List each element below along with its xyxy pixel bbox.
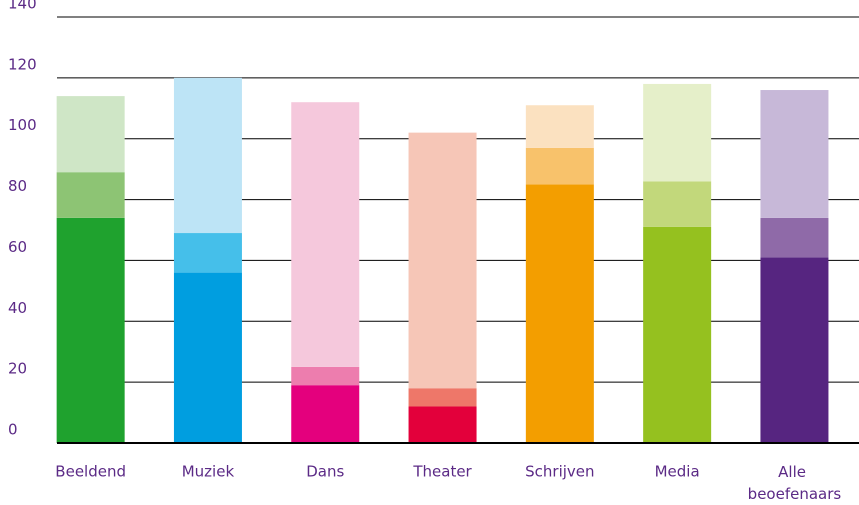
x-tick-label: Schrijven: [525, 463, 594, 481]
bar-segment: [173, 77, 242, 234]
x-tick-label: Theater: [412, 463, 472, 481]
y-tick-label: 80: [8, 177, 27, 195]
y-tick-label: 60: [8, 238, 27, 256]
bar-segment: [643, 181, 712, 227]
y-tick-label: 140: [8, 0, 37, 13]
y-tick-label: 20: [8, 360, 27, 378]
bar-segment: [408, 132, 477, 389]
bar-segment: [173, 233, 242, 273]
bar-segment: [525, 105, 594, 148]
bar-segment: [525, 184, 594, 443]
x-tick-label: Dans: [306, 463, 344, 481]
bar-segment: [760, 217, 829, 258]
bar-segment: [760, 257, 829, 443]
y-tick-label: 40: [8, 299, 27, 317]
label-line: Alle: [778, 463, 811, 481]
x-tick-label: Alle beoefenaars: [748, 463, 842, 503]
bar-segment: [56, 172, 125, 218]
bar-segment: [56, 96, 125, 173]
bar-segment: [408, 406, 477, 443]
y-tick-label: 100: [8, 116, 37, 134]
x-tick-label: Muziek: [182, 463, 235, 481]
bar-segment: [56, 217, 125, 443]
bar-segment: [643, 83, 712, 182]
bar-segment: [291, 102, 360, 367]
bar-segment: [291, 366, 360, 386]
bar-segment: [643, 226, 712, 443]
x-tick-label: Beeldend: [55, 463, 126, 481]
bar-segment: [291, 385, 360, 443]
bar-segment: [760, 90, 829, 218]
bar-segment: [525, 147, 594, 185]
bar-segment: [173, 272, 242, 443]
bars: [56, 77, 829, 443]
y-tick-label: 0: [8, 421, 18, 439]
y-tick-label: 120: [8, 55, 37, 73]
bar-segment: [408, 388, 477, 407]
label-line: beoefenaars: [748, 485, 842, 503]
x-tick-label: Media: [655, 463, 700, 481]
